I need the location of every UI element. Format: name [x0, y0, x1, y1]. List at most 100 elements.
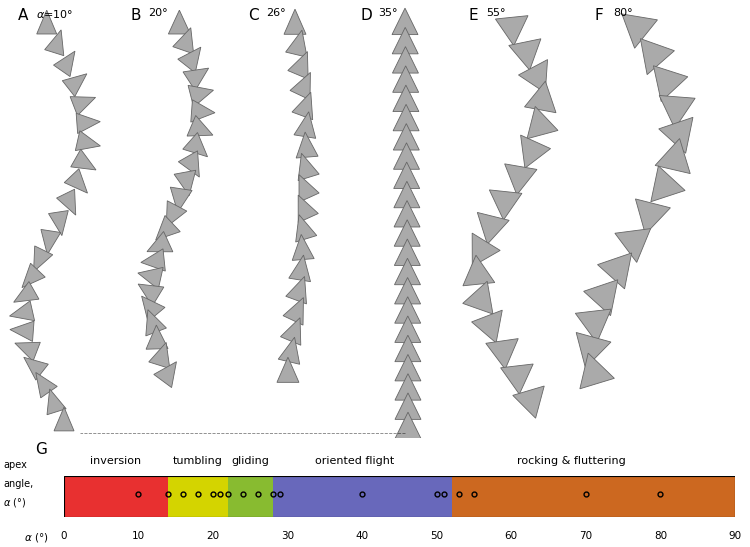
Polygon shape: [146, 310, 166, 336]
Polygon shape: [394, 162, 420, 189]
Polygon shape: [658, 118, 693, 153]
Polygon shape: [141, 249, 165, 271]
Polygon shape: [509, 39, 541, 70]
Polygon shape: [394, 277, 421, 304]
Polygon shape: [292, 92, 313, 120]
Text: 50: 50: [430, 531, 443, 542]
Polygon shape: [174, 170, 196, 196]
Polygon shape: [24, 357, 48, 380]
Polygon shape: [70, 97, 95, 115]
Polygon shape: [615, 229, 651, 263]
Text: angle,: angle,: [3, 479, 34, 489]
Polygon shape: [168, 10, 190, 34]
Text: 0: 0: [61, 531, 67, 542]
Polygon shape: [486, 339, 518, 369]
Bar: [64, 476, 168, 517]
Polygon shape: [575, 309, 611, 343]
Polygon shape: [394, 296, 421, 323]
Text: 35°: 35°: [378, 8, 398, 18]
Polygon shape: [278, 337, 300, 364]
Text: G: G: [35, 442, 47, 457]
Polygon shape: [10, 301, 34, 321]
Polygon shape: [394, 316, 421, 342]
Text: 40: 40: [356, 531, 369, 542]
Bar: [272, 476, 452, 517]
Polygon shape: [394, 181, 420, 208]
Polygon shape: [45, 30, 64, 56]
Text: 20°: 20°: [148, 8, 168, 18]
Polygon shape: [36, 373, 57, 398]
Polygon shape: [527, 107, 558, 139]
Polygon shape: [394, 201, 420, 227]
Text: 80°: 80°: [613, 8, 632, 18]
Polygon shape: [54, 407, 74, 431]
Polygon shape: [477, 212, 509, 244]
Polygon shape: [489, 190, 522, 220]
Polygon shape: [53, 51, 75, 77]
Bar: [168, 476, 228, 517]
Polygon shape: [34, 246, 53, 272]
Polygon shape: [147, 231, 172, 252]
Polygon shape: [501, 364, 533, 394]
Text: C: C: [248, 8, 259, 23]
Polygon shape: [286, 30, 307, 57]
Polygon shape: [298, 153, 320, 181]
Polygon shape: [280, 318, 301, 345]
Polygon shape: [394, 143, 419, 169]
Polygon shape: [653, 66, 688, 102]
Polygon shape: [584, 280, 618, 316]
Text: D: D: [360, 8, 372, 23]
Polygon shape: [76, 113, 101, 133]
Polygon shape: [299, 174, 319, 202]
Polygon shape: [392, 46, 418, 73]
Text: 30: 30: [281, 531, 294, 542]
Polygon shape: [290, 72, 310, 100]
Polygon shape: [292, 235, 314, 260]
Polygon shape: [651, 166, 685, 202]
Polygon shape: [15, 342, 40, 361]
Polygon shape: [598, 253, 632, 289]
Polygon shape: [190, 100, 215, 122]
Polygon shape: [392, 8, 418, 34]
Polygon shape: [395, 354, 421, 381]
Polygon shape: [463, 255, 495, 286]
Polygon shape: [148, 342, 170, 369]
Polygon shape: [47, 389, 66, 415]
Polygon shape: [172, 28, 194, 54]
Text: 10: 10: [132, 531, 145, 542]
Polygon shape: [62, 74, 87, 97]
Text: rocking & fluttering: rocking & fluttering: [517, 456, 626, 465]
Polygon shape: [156, 216, 180, 240]
Text: $\alpha$ (°): $\alpha$ (°): [24, 531, 49, 544]
Polygon shape: [146, 325, 168, 349]
Polygon shape: [298, 195, 318, 223]
Polygon shape: [10, 321, 34, 341]
Polygon shape: [75, 131, 100, 150]
Polygon shape: [393, 85, 419, 112]
Polygon shape: [659, 96, 695, 129]
Polygon shape: [37, 10, 57, 34]
Text: 60: 60: [505, 531, 518, 542]
Polygon shape: [392, 27, 418, 54]
Polygon shape: [178, 47, 201, 73]
Polygon shape: [524, 81, 556, 113]
Polygon shape: [496, 16, 528, 46]
Text: inversion: inversion: [91, 456, 142, 465]
Polygon shape: [622, 14, 658, 48]
Polygon shape: [154, 362, 176, 388]
Polygon shape: [472, 310, 502, 343]
Text: $\alpha$ (°): $\alpha$ (°): [3, 496, 26, 509]
Polygon shape: [576, 333, 611, 368]
Polygon shape: [395, 412, 421, 439]
Polygon shape: [518, 60, 548, 93]
Polygon shape: [635, 199, 670, 234]
Polygon shape: [142, 296, 165, 322]
Polygon shape: [296, 132, 318, 158]
Text: tumbling: tumbling: [173, 456, 223, 465]
Polygon shape: [284, 9, 306, 34]
Polygon shape: [188, 85, 214, 107]
Text: gliding: gliding: [231, 456, 269, 465]
Bar: [452, 476, 735, 517]
Polygon shape: [655, 138, 690, 173]
Polygon shape: [513, 386, 544, 418]
